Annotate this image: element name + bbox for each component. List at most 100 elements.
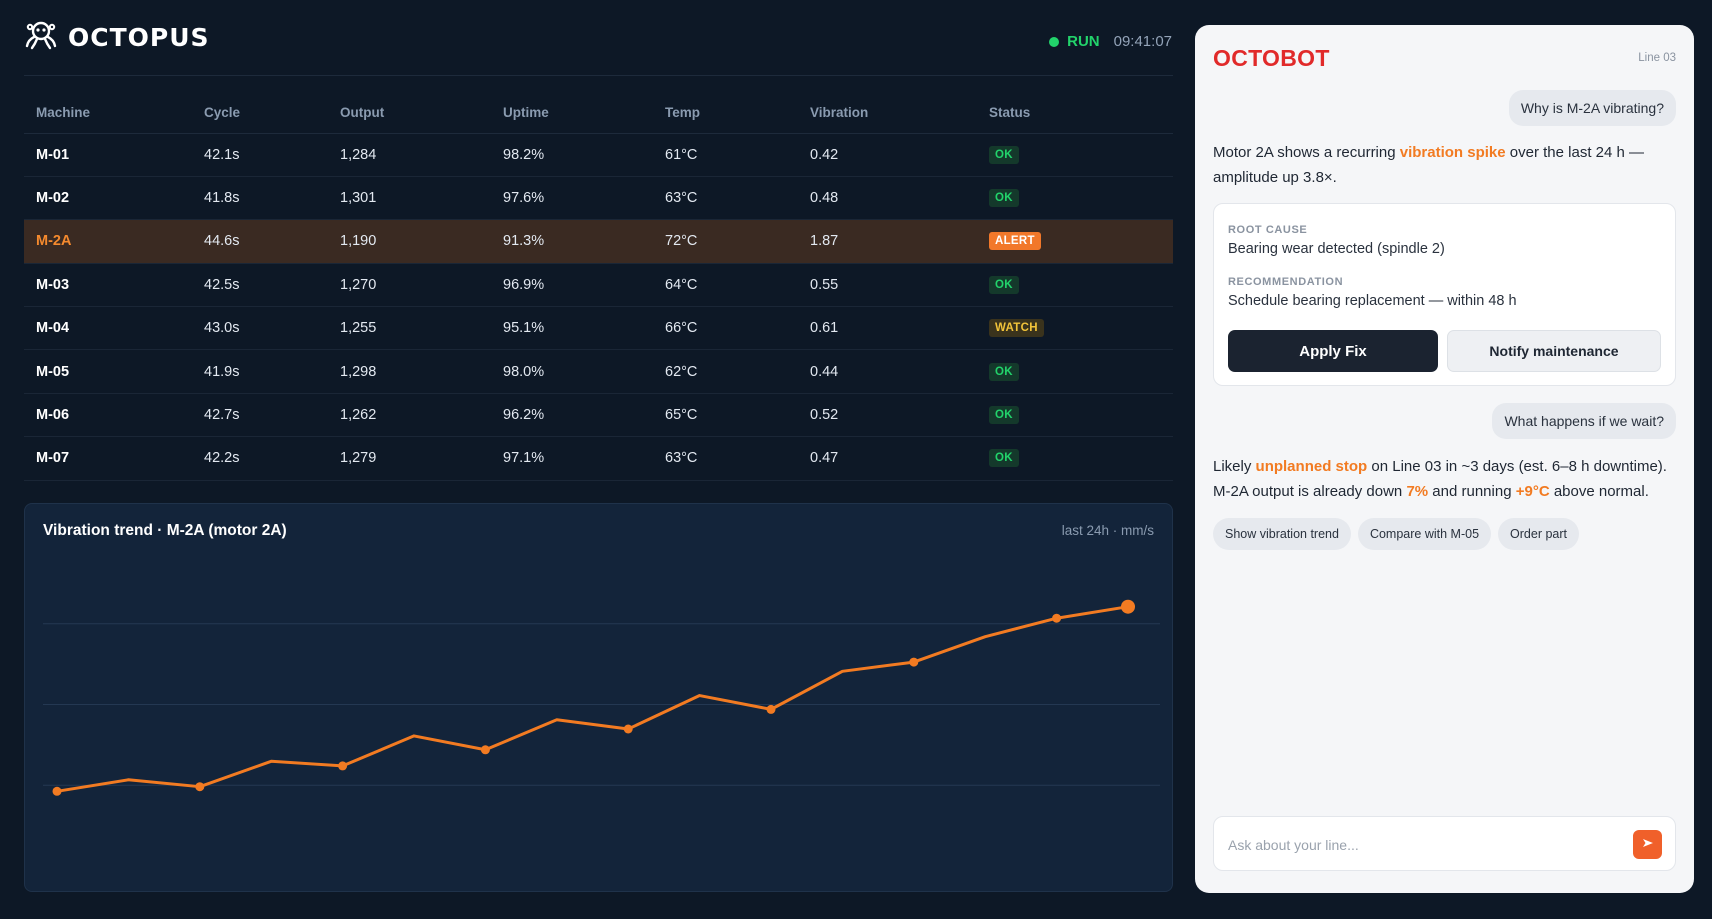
vibration-chart-panel: Vibration trend · M-2A (motor 2A) last 2… bbox=[24, 503, 1173, 892]
bot-text: above normal. bbox=[1549, 483, 1649, 500]
col-status[interactable]: Status bbox=[977, 93, 1173, 134]
user-message: What happens if we wait? bbox=[1492, 403, 1676, 439]
cell-status: WATCH bbox=[977, 306, 1173, 351]
cell-machine: M-06 bbox=[24, 393, 192, 438]
status-badge: WATCH bbox=[989, 319, 1044, 338]
col-machine[interactable]: Machine bbox=[24, 93, 192, 134]
bot-message: Motor 2A shows a recurring vibration spi… bbox=[1213, 140, 1677, 190]
user-message: Why is M-2A vibrating? bbox=[1508, 90, 1676, 126]
clock: 09:41:07 bbox=[1113, 33, 1172, 50]
recommendation-label: RECOMMENDATION bbox=[1228, 276, 1344, 288]
run-status: RUN 09:41:07 bbox=[1049, 33, 1172, 50]
cell-uptime: 91.3% bbox=[491, 219, 653, 264]
cell-cycle: 42.2s bbox=[192, 436, 328, 481]
table-row[interactable]: M-01 42.1s 1,284 98.2% 61°C 0.42 OK bbox=[24, 133, 1173, 177]
cell-temp: 64°C bbox=[653, 263, 798, 308]
cell-output: 1,279 bbox=[328, 436, 491, 481]
table-row[interactable]: M-04 43.0s 1,255 95.1% 66°C 0.61 WATCH bbox=[24, 306, 1173, 351]
status-badge: OK bbox=[989, 189, 1019, 208]
cell-uptime: 95.1% bbox=[491, 306, 653, 351]
status-dot-icon bbox=[1049, 36, 1060, 47]
diagnosis-card: ROOT CAUSE Bearing wear detected (spindl… bbox=[1213, 203, 1676, 386]
table-row-alert[interactable]: M-2A 44.6s 1,190 91.3% 72°C 1.87 ALERT bbox=[24, 219, 1173, 264]
cell-vibration: 0.55 bbox=[798, 263, 977, 308]
col-cycle[interactable]: Cycle bbox=[192, 93, 328, 134]
cell-temp: 61°C bbox=[653, 133, 798, 177]
chat-input[interactable] bbox=[1228, 833, 1608, 857]
chatbot-title: OCTOBOT bbox=[1213, 45, 1330, 71]
cell-output: 1,262 bbox=[328, 393, 491, 438]
chip-compare-m05[interactable]: Compare with M-05 bbox=[1357, 518, 1492, 550]
data-point[interactable] bbox=[338, 761, 348, 771]
cell-cycle: 42.5s bbox=[192, 263, 328, 308]
brand-name: OCTOPUS bbox=[68, 23, 210, 52]
cell-vibration: 0.52 bbox=[798, 393, 977, 438]
bot-text: Likely bbox=[1213, 458, 1256, 475]
data-point[interactable] bbox=[1052, 613, 1062, 623]
cell-uptime: 97.6% bbox=[491, 176, 653, 221]
table-row[interactable]: M-05 41.9s 1,298 98.0% 62°C 0.44 OK bbox=[24, 349, 1173, 394]
chart-title: Vibration trend · M-2A (motor 2A) bbox=[43, 522, 287, 539]
chip-order-part[interactable]: Order part bbox=[1498, 518, 1579, 550]
status-badge: OK bbox=[989, 145, 1019, 164]
cell-uptime: 96.9% bbox=[491, 263, 653, 308]
table-row[interactable]: M-03 42.5s 1,270 96.9% 64°C 0.55 OK bbox=[24, 263, 1173, 308]
cell-vibration: 0.47 bbox=[798, 436, 977, 481]
table-row[interactable]: M-07 42.2s 1,279 97.1% 63°C 0.47 OK bbox=[24, 436, 1173, 481]
suggestion-chips: Show vibration trend Compare with M-05 O… bbox=[1213, 518, 1579, 550]
send-arrow-icon bbox=[1641, 836, 1655, 853]
chat-input-box bbox=[1213, 816, 1676, 871]
chip-show-vibration-trend[interactable]: Show vibration trend bbox=[1213, 518, 1351, 550]
cell-vibration: 1.87 bbox=[798, 219, 977, 264]
data-point[interactable] bbox=[195, 782, 205, 792]
cell-output: 1,301 bbox=[328, 176, 491, 221]
cell-cycle: 41.9s bbox=[192, 349, 328, 394]
line-tag: Line 03 bbox=[1638, 52, 1676, 64]
cell-vibration: 0.61 bbox=[798, 306, 977, 351]
col-output[interactable]: Output bbox=[328, 93, 491, 134]
cell-temp: 66°C bbox=[653, 306, 798, 351]
data-point[interactable] bbox=[909, 657, 919, 667]
cell-vibration: 0.42 bbox=[798, 133, 977, 177]
data-point[interactable] bbox=[480, 745, 490, 755]
cell-machine: M-04 bbox=[24, 306, 192, 351]
data-point[interactable] bbox=[623, 724, 633, 734]
notify-maintenance-button[interactable]: Notify maintenance bbox=[1447, 330, 1661, 372]
table-row[interactable]: M-06 42.7s 1,262 96.2% 65°C 0.52 OK bbox=[24, 393, 1173, 438]
bot-text: on Line 03 in ~3 days (est. 6–8 h downti… bbox=[1213, 458, 1667, 500]
cell-status: OK bbox=[977, 133, 1173, 177]
col-vibration[interactable]: Vibration bbox=[798, 93, 977, 134]
cell-temp: 65°C bbox=[653, 393, 798, 438]
bot-highlight: vibration spike bbox=[1399, 144, 1506, 161]
cell-machine: M-01 bbox=[24, 133, 192, 177]
cell-machine: M-2A bbox=[24, 219, 192, 264]
cell-machine: M-02 bbox=[24, 176, 192, 221]
latest-point[interactable] bbox=[1121, 599, 1135, 614]
data-point[interactable] bbox=[52, 786, 62, 796]
run-state: RUN bbox=[1067, 33, 1100, 50]
col-uptime[interactable]: Uptime bbox=[491, 93, 653, 134]
status-badge: OK bbox=[989, 406, 1019, 425]
table-row[interactable]: M-02 41.8s 1,301 97.6% 63°C 0.48 OK bbox=[24, 176, 1173, 221]
vibration-chart bbox=[43, 599, 1160, 796]
cell-cycle: 42.1s bbox=[192, 133, 328, 177]
col-temp[interactable]: Temp bbox=[653, 93, 798, 134]
bot-highlight: +9°C bbox=[1515, 483, 1550, 500]
apply-fix-button[interactable]: Apply Fix bbox=[1228, 330, 1438, 372]
cell-cycle: 43.0s bbox=[192, 306, 328, 351]
cell-output: 1,190 bbox=[328, 219, 491, 264]
status-badge: ALERT bbox=[989, 232, 1041, 251]
cell-uptime: 97.1% bbox=[491, 436, 653, 481]
bot-highlight: 7% bbox=[1406, 483, 1429, 500]
send-button[interactable] bbox=[1633, 830, 1662, 859]
cell-uptime: 98.0% bbox=[491, 349, 653, 394]
data-point[interactable] bbox=[766, 704, 776, 714]
table-header-row: Machine Cycle Output Uptime Temp Vibrati… bbox=[24, 93, 1173, 134]
cell-output: 1,298 bbox=[328, 349, 491, 394]
cell-temp: 63°C bbox=[653, 176, 798, 221]
cell-machine: M-05 bbox=[24, 349, 192, 394]
cell-status: OK bbox=[977, 176, 1173, 221]
cell-cycle: 42.7s bbox=[192, 393, 328, 438]
status-badge: OK bbox=[989, 275, 1019, 294]
root-cause-label: ROOT CAUSE bbox=[1228, 224, 1308, 236]
